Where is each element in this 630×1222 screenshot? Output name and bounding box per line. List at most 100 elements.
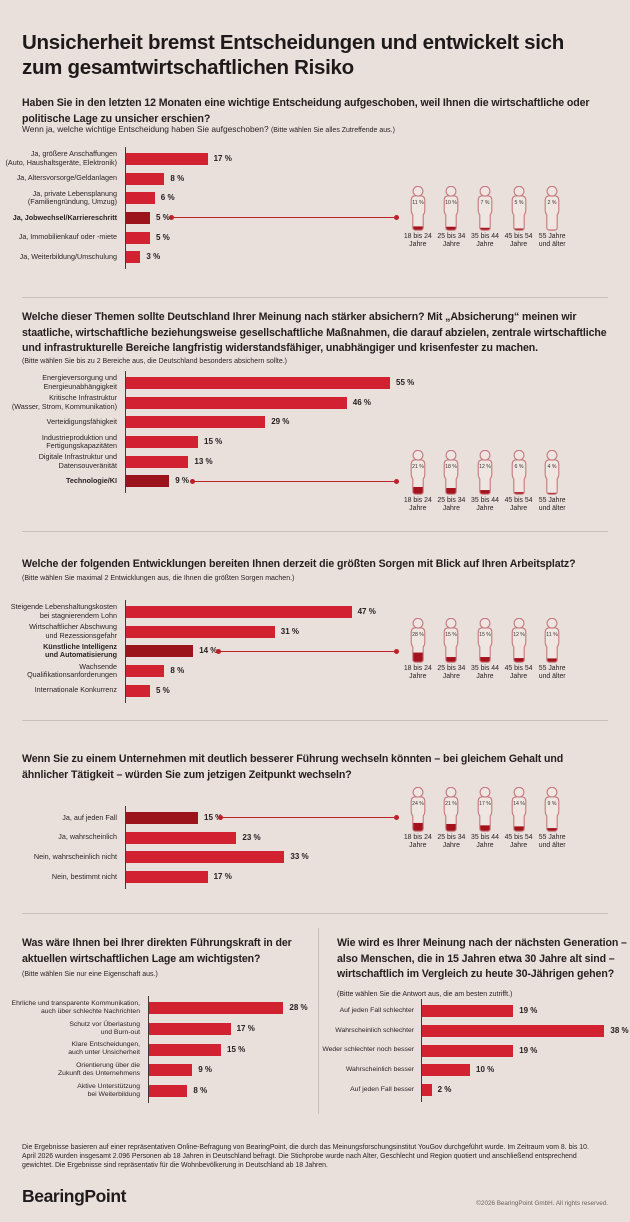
chart-axis — [125, 806, 126, 889]
age-label: 18 bis 24 Jahre — [403, 834, 432, 849]
age-label: 25 bis 34 Jahre — [437, 665, 466, 680]
person-figure: 11 % 55 Jahre und älter — [535, 618, 569, 681]
bar — [126, 416, 266, 429]
age-label: 25 bis 34 Jahre — [437, 233, 466, 248]
connector-line — [222, 817, 397, 819]
person-icon: 2 % — [544, 186, 560, 231]
age-label: 55 Jahre und älter — [538, 497, 566, 512]
bar-label: Ja, Jobwechsel/Karriereschritt — [12, 212, 117, 222]
question-5-note: (Bitte wählen Sie nur eine Eigenschaft a… — [22, 971, 158, 978]
svg-text:28 %: 28 % — [412, 632, 424, 638]
bar-label: Energieversorgung und Energieunabhängigk… — [42, 373, 117, 391]
bar-value: 15 % — [204, 812, 223, 822]
bar — [126, 251, 141, 264]
connector-line — [194, 480, 397, 482]
person-figure: 18 % 25 bis 34 Jahre — [435, 450, 469, 513]
svg-text:15 %: 15 % — [445, 632, 457, 638]
bar — [126, 455, 189, 468]
svg-text:9 %: 9 % — [548, 801, 557, 807]
person-figure: 17 % 35 bis 44 Jahre — [468, 787, 502, 850]
person-icon: 4 % — [544, 450, 560, 495]
bar — [126, 684, 150, 697]
age-label: 55 Jahre und älter — [538, 834, 566, 849]
age-label: 35 bis 44 Jahre — [471, 233, 499, 248]
bar — [126, 376, 390, 389]
bar-label: Wahrscheinlich schlechter — [335, 1026, 414, 1034]
bearingpoint-logo: BearingPoint — [22, 1186, 127, 1206]
bar — [422, 1084, 432, 1097]
bar-label: Ja, private Lebensplanung (Familiengründ… — [27, 188, 117, 207]
person-icon: 11 % — [410, 186, 426, 231]
person-icon: 5 % — [511, 186, 526, 231]
svg-text:15 %: 15 % — [479, 632, 491, 638]
connector-line — [220, 650, 397, 652]
svg-text:18 %: 18 % — [445, 464, 457, 470]
bar-value: 13 % — [194, 456, 213, 466]
bar — [126, 231, 150, 244]
svg-text:12 %: 12 % — [513, 632, 525, 638]
person-figure: 12 % 45 bis 54 Jahre — [502, 618, 536, 681]
bar-label: Ja, auf jeden Fall — [62, 812, 117, 822]
age-label: 35 bis 44 Jahre — [471, 665, 499, 680]
page-title: Unsicherheit bremst Entscheidungen und e… — [22, 31, 564, 79]
bar-value: 14 % — [199, 646, 218, 656]
bar-value: 8 % — [193, 1085, 208, 1095]
bar-value: 9 % — [198, 1065, 212, 1075]
column-divider — [318, 928, 319, 1114]
question-4: Wenn Sie zu einem Unternehmen mit deutli… — [22, 753, 564, 781]
bar — [126, 625, 275, 638]
bar-label: Klare Entscheidungen, auch unter Unsiche… — [68, 1041, 140, 1057]
person-figure: 9 % 55 Jahre und älter — [535, 787, 569, 850]
bar-value: 38 % — [610, 1025, 629, 1035]
bar — [126, 831, 237, 844]
bar — [422, 1064, 470, 1077]
connector-dot — [190, 478, 195, 484]
bar — [149, 1064, 193, 1077]
person-icon: 18 % — [444, 450, 459, 495]
person-icon: 15 % — [444, 618, 459, 663]
person-icon: 21 % — [444, 787, 459, 832]
age-label: 45 bis 54 Jahre — [504, 233, 533, 248]
person-icon: 17 % — [477, 787, 493, 832]
age-label: 18 bis 24 Jahre — [403, 497, 432, 512]
age-label: 35 bis 44 Jahre — [471, 834, 499, 849]
bar-value: 3 % — [146, 252, 161, 262]
bar-value: 19 % — [519, 1005, 538, 1015]
svg-text:21 %: 21 % — [445, 801, 457, 807]
bar-label: Ja, wahrscheinlich — [58, 832, 117, 842]
person-icon: 9 % — [544, 787, 560, 832]
bar — [126, 152, 208, 165]
svg-text:12 %: 12 % — [479, 464, 491, 470]
question-3: Welche der folgenden Entwicklungen berei… — [22, 558, 576, 570]
bar — [149, 1084, 188, 1097]
bar — [422, 1024, 605, 1037]
person-figure: 21 % 18 bis 24 Jahre — [401, 450, 435, 513]
svg-text:11 %: 11 % — [412, 200, 424, 206]
bar — [126, 435, 198, 448]
connector-dot — [216, 648, 221, 654]
person-figure: 21 % 25 bis 34 Jahre — [435, 787, 469, 850]
person-figure: 5 % 45 bis 54 Jahre — [502, 186, 536, 249]
bar-value: 10 % — [476, 1065, 495, 1075]
bar-value: 55 % — [396, 377, 415, 387]
person-figure: 11 % 18 bis 24 Jahre — [401, 186, 435, 249]
question-3-note: (Bitte wählen Sie maximal 2 Entwicklunge… — [22, 575, 295, 582]
bar-label: Wirtschaftlicher Abschwung und Rezession… — [29, 622, 117, 640]
bar-value: 8 % — [170, 665, 185, 675]
svg-text:21 %: 21 % — [412, 464, 424, 470]
bar-highlighted — [126, 811, 198, 824]
section-divider-2 — [22, 531, 608, 532]
bar-value: 15 % — [204, 436, 223, 446]
age-label: 55 Jahre und älter — [538, 665, 566, 680]
question-1-subtext: Wenn ja, welche wichtige Entscheidung ha… — [22, 124, 269, 134]
question-6: Wie wird es Ihrer Meinung nach der nächs… — [337, 937, 627, 980]
chart-axis — [125, 371, 126, 494]
bar-label: Schutz vor Überlastung und Burn-out — [69, 1020, 140, 1036]
person-figure: 15 % 35 bis 44 Jahre — [468, 618, 502, 681]
svg-text:10 %: 10 % — [445, 200, 457, 206]
svg-text:17 %: 17 % — [479, 801, 491, 807]
person-icon: 15 % — [477, 618, 493, 663]
bar-label: Nein, bestimmt nicht — [51, 871, 117, 881]
bar-value: 19 % — [519, 1045, 538, 1055]
